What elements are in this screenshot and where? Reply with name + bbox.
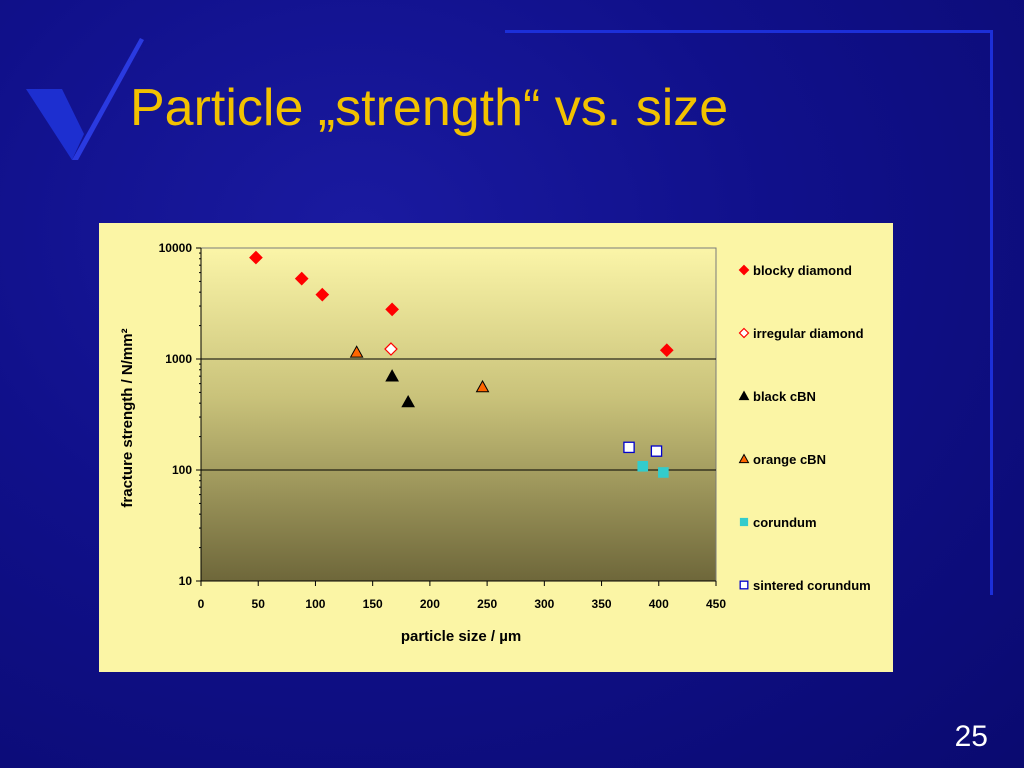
y-tick-label: 100 — [172, 463, 192, 477]
data-point-irregular-diamond — [384, 342, 398, 356]
data-point-black-cBN — [401, 394, 415, 408]
legend-label: blocky diamond — [753, 263, 852, 278]
checkmark-logo-icon — [26, 38, 144, 160]
data-point-blocky-diamond — [315, 287, 330, 302]
legend-marker — [739, 580, 749, 590]
x-tick-label: 0 — [198, 597, 205, 611]
frame-top-line — [505, 30, 993, 33]
y-tick-label: 1000 — [165, 352, 192, 366]
data-point-blocky-diamond — [385, 302, 399, 317]
legend-marker — [738, 264, 750, 276]
x-tick-label: 400 — [649, 597, 669, 611]
data-point-corundum — [658, 467, 669, 478]
frame-right-line — [990, 30, 993, 595]
x-tick-label: 450 — [706, 597, 726, 611]
legend-label: irregular diamond — [753, 326, 864, 341]
x-axis-label: particle size / µm — [401, 628, 521, 645]
data-point-orange-cBN — [349, 345, 364, 358]
plot-area — [200, 247, 717, 582]
data-point-blocky-diamond — [659, 343, 674, 358]
y-tick-label: 10000 — [159, 241, 193, 255]
slide-title: Particle „strength“ vs. size — [130, 79, 729, 137]
data-point-blocky-diamond — [249, 250, 263, 265]
legend-label: corundum — [753, 515, 817, 530]
x-tick-label: 100 — [305, 597, 325, 611]
y-axis-label: fracture strength / N/mm² — [119, 328, 136, 507]
x-tick-label: 300 — [534, 597, 554, 611]
scatter-chart: 10 100 1000 10000 0 50 100 150 200 250 300 350 400 45… — [119, 241, 871, 645]
data-point-corundum — [637, 460, 649, 472]
x-tick-label: 200 — [420, 597, 440, 611]
x-tick-label: 350 — [592, 597, 612, 611]
y-tick-label: 10 — [179, 574, 193, 588]
legend-label: black cBN — [753, 389, 816, 404]
legend-marker — [739, 517, 749, 527]
x-tick-label: 50 — [252, 597, 266, 611]
legend-label: orange cBN — [753, 452, 826, 467]
legend-marker — [738, 327, 750, 339]
x-tick-label: 150 — [363, 597, 383, 611]
x-tick-label: 250 — [477, 597, 497, 611]
data-point-sintered-corundum — [623, 441, 635, 454]
data-point-sintered-corundum — [650, 445, 663, 457]
legend-marker — [738, 453, 750, 464]
data-point-blocky-diamond — [294, 271, 309, 286]
chart-panel: 10 100 1000 10000 0 50 100 150 200 250 300 350 400 45… — [99, 223, 893, 672]
data-point-orange-cBN — [475, 379, 490, 393]
legend-label: sintered corundum — [753, 578, 871, 593]
legend-marker — [738, 390, 750, 401]
data-point-black-cBN — [385, 369, 399, 382]
slide-number: 25 — [954, 720, 988, 753]
